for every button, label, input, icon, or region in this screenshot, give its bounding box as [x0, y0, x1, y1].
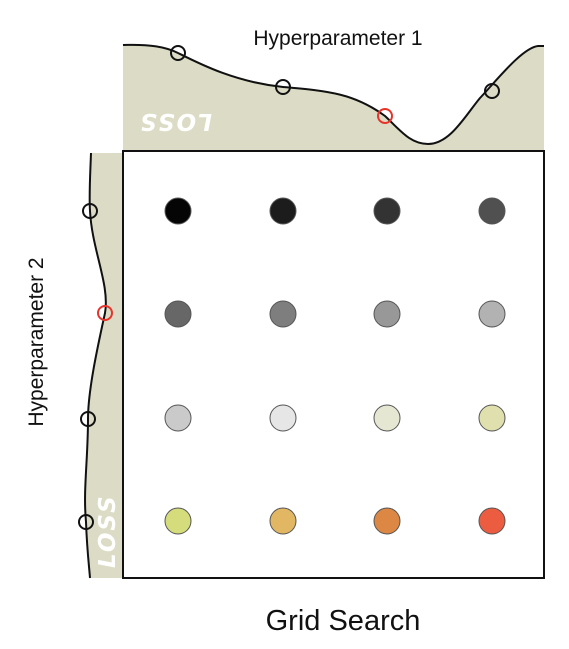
- grid-dot-r3-c4: [478, 404, 506, 432]
- top-loss-area: [123, 44, 544, 150]
- grid-dot-r4-c2: [269, 507, 297, 535]
- left-sample-2-best: [97, 305, 113, 321]
- grid-dot-r3-c1: [164, 404, 192, 432]
- top-sample-1: [170, 45, 186, 61]
- left-axis-label: Hyperparameter 2: [25, 257, 48, 426]
- grid-dot-r4-c3: [373, 507, 401, 535]
- diagram-title: Grid Search: [266, 605, 421, 637]
- grid-dot-r2-c3: [373, 300, 401, 328]
- top-sample-4: [484, 83, 500, 99]
- grid-dot-r1-c4: [478, 197, 506, 225]
- grid-dot-r1-c3: [373, 197, 401, 225]
- grid-frame: [122, 150, 545, 579]
- top-loss-curve: [122, 43, 544, 146]
- left-loss-area: [85, 153, 123, 578]
- grid-dot-r1-c2: [269, 197, 297, 225]
- left-loss-panel: LOSS: [78, 152, 123, 579]
- top-sample-2: [275, 79, 291, 95]
- left-sample-4: [78, 514, 94, 530]
- top-loss-label: LOSS: [138, 108, 212, 134]
- top-loss-panel: LOSS: [122, 43, 544, 150]
- grid-dots: [164, 197, 506, 535]
- left-sample-1: [82, 203, 98, 219]
- left-sample-3: [80, 411, 96, 427]
- top-sample-3-best: [377, 108, 393, 124]
- grid-dot-r3-c2: [269, 404, 297, 432]
- top-axis-label: Hyperparameter 1: [253, 27, 422, 50]
- left-loss-label: LOSS: [95, 494, 121, 568]
- grid-dot-r2-c4: [478, 300, 506, 328]
- grid-dot-r4-c4: [478, 507, 506, 535]
- grid-dot-r2-c2: [269, 300, 297, 328]
- grid-dot-r4-c1: [164, 507, 192, 535]
- grid-dot-r3-c3: [373, 404, 401, 432]
- grid-dot-r2-c1: [164, 300, 192, 328]
- left-loss-curve: [84, 152, 107, 579]
- grid-dot-r1-c1: [164, 197, 192, 225]
